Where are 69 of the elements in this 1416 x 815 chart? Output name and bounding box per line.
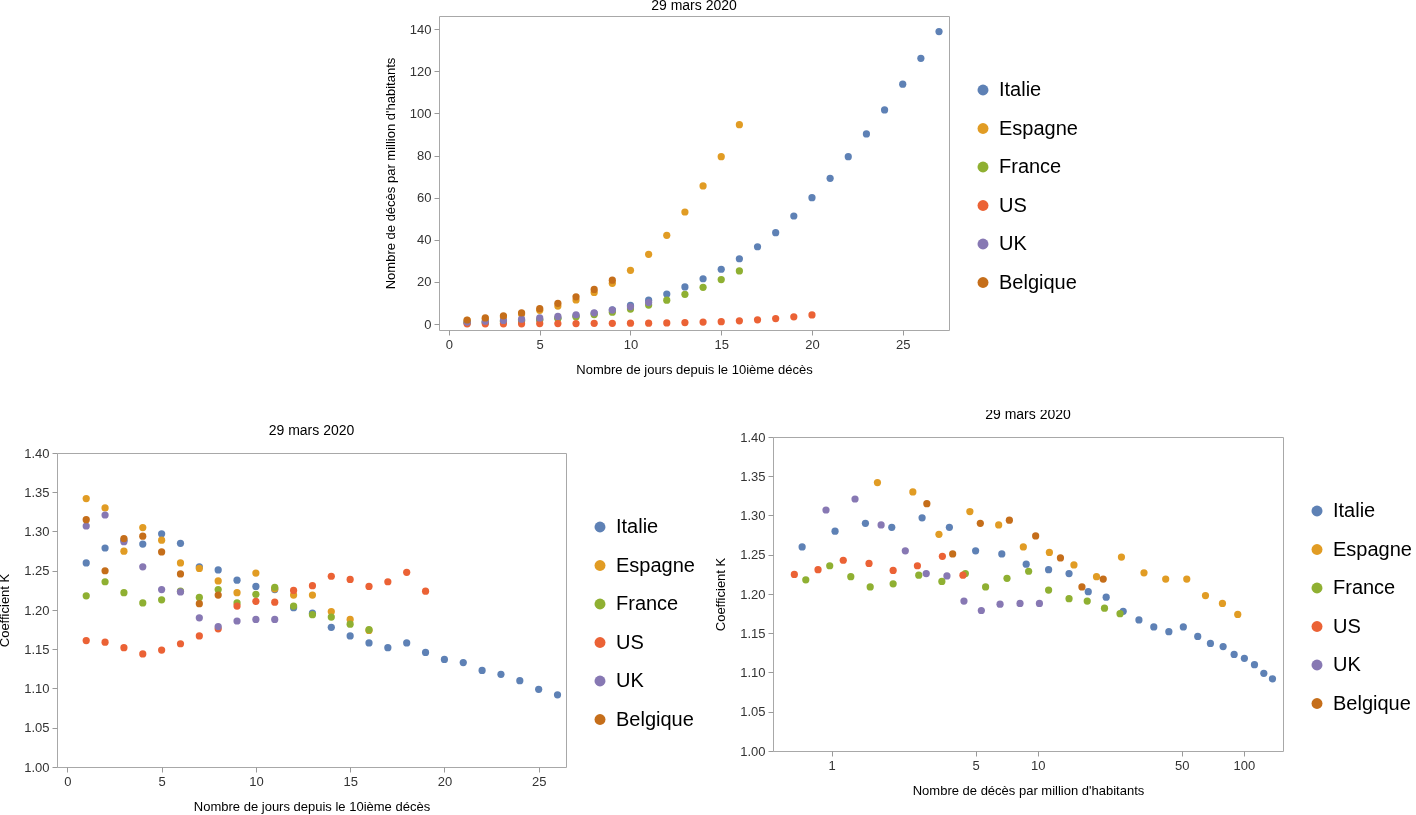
y-axis-title: Coefficient K	[0, 573, 13, 648]
y-axis-title: Coefficient K	[713, 557, 729, 632]
x-tick-label: 25	[531, 773, 547, 789]
y-tick-label: 1.40	[740, 429, 766, 445]
x-tick-label: 20	[805, 336, 820, 352]
legend-label: Espagne	[999, 116, 1078, 139]
y-tick-label: 1.05	[24, 720, 50, 736]
x-tick-label: 50	[1174, 757, 1190, 773]
legend-label: Espagne	[616, 553, 695, 576]
x-axis-title: Nombre de jours depuis le 10ième décès	[576, 361, 814, 377]
y-tick-label: 1.15	[740, 625, 766, 641]
x-tick-label: 20	[437, 773, 453, 789]
legend-label: US	[999, 193, 1027, 216]
legend-label: Italie	[1333, 499, 1376, 521]
x-tick-label: 5	[536, 336, 544, 352]
y-tick-label: 1.25	[24, 563, 50, 579]
y-tick-label: 40	[417, 232, 432, 248]
y-tick-label: 1.05	[740, 704, 766, 720]
legend-label: UK	[616, 669, 645, 691]
x-tick-label: 10	[1030, 757, 1046, 773]
y-axis-title: Nombre de décès par million d'habitants	[382, 57, 398, 290]
chart-title: 29 mars 2020	[985, 406, 1072, 422]
y-tick-label: 0	[424, 316, 432, 332]
x-tick-label: 15	[714, 336, 729, 352]
x-axis-title: Nombre de jours depuis le 10ième décès	[193, 798, 431, 814]
x-tick-label: 10	[249, 773, 264, 789]
x-tick-label: 10	[623, 336, 639, 352]
y-tick-label: 1.30	[740, 508, 766, 523]
legend-label: France	[616, 592, 679, 614]
y-tick-label: 1.00	[24, 759, 50, 775]
y-tick-label: 1.35	[740, 468, 766, 484]
x-tick-label: 0	[64, 773, 72, 789]
y-tick-label: 1.10	[740, 665, 766, 680]
legend-label: UK	[1333, 653, 1362, 675]
y-tick-label: 1.35	[24, 484, 50, 500]
legend-label: US	[616, 630, 644, 653]
y-tick-label: 1.15	[24, 641, 50, 657]
legend-label: US	[1333, 614, 1361, 637]
legend-label: Belgique	[616, 707, 694, 730]
y-tick-label: 20	[417, 274, 432, 290]
y-tick-label: 140	[409, 21, 432, 37]
chart-title: 29 mars 2020	[268, 422, 355, 438]
x-tick-label: 1	[828, 757, 836, 773]
x-tick-label: 100	[1233, 757, 1256, 773]
y-tick-label: 1.20	[740, 586, 766, 602]
y-tick-label: 1.40	[24, 445, 50, 461]
y-tick-label: 60	[417, 190, 432, 206]
y-tick-label: 100	[409, 105, 432, 121]
x-tick-label: 15	[343, 773, 358, 789]
x-axis-title: Nombre de décès par million d'habitants	[912, 782, 1145, 798]
legend-label: UK	[999, 232, 1028, 254]
chart-title: 29 mars 2020	[651, 0, 738, 13]
y-tick-label: 80	[417, 148, 432, 164]
legend-label: Italie	[616, 515, 659, 537]
x-tick-label: 25	[895, 336, 911, 352]
x-tick-label: 5	[972, 757, 980, 773]
y-tick-label: 1.25	[740, 547, 766, 563]
legend-label: Belgique	[1333, 691, 1411, 714]
x-tick-label: 0	[445, 336, 454, 352]
y-tick-label: 1.30	[24, 524, 50, 539]
legend-label: France	[1333, 576, 1396, 598]
legend-label: France	[999, 155, 1062, 177]
y-tick-label: 1.00	[740, 743, 766, 759]
y-tick-label: 120	[409, 63, 432, 79]
x-tick-label: 5	[158, 773, 166, 789]
legend-label: Espagne	[1333, 537, 1412, 560]
legend-label: Belgique	[999, 270, 1077, 293]
y-tick-label: 1.10	[24, 681, 50, 696]
y-tick-label: 1.20	[24, 602, 50, 618]
